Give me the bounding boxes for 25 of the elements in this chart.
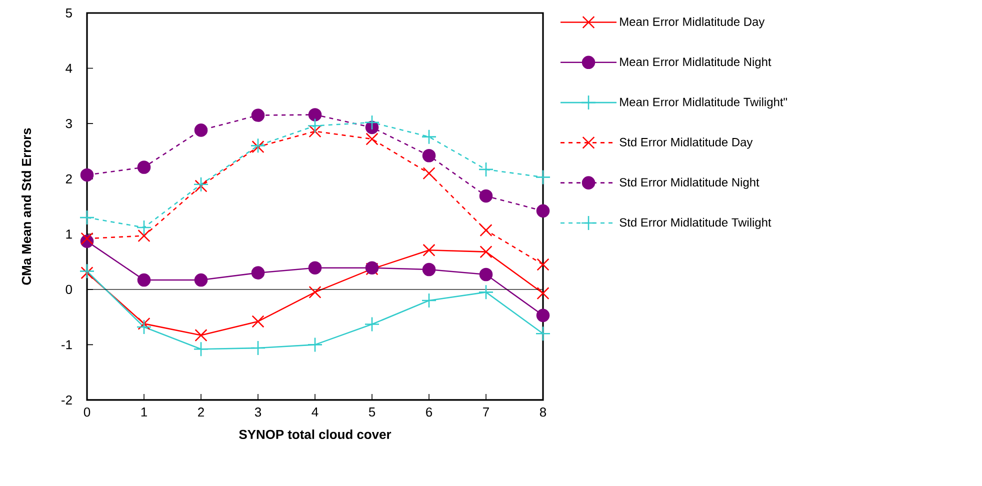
legend-label: Std Error Midlatitude Night [620,178,760,189]
legend-label: Mean Error Midlatitude Night [620,57,772,68]
legend-label: Std Error Midlatitude Twilight [620,218,772,230]
y-tick-label: 3 [66,118,72,128]
y-tick-label: 5 [66,8,72,18]
x-tick-label: 6 [426,408,432,417]
y-tick-label: 1 [66,230,72,239]
x-tick-label: 3 [254,408,262,417]
legend-label: Mean Error Midlatitude Twilight" [620,97,787,109]
y-tick-label: 2 [66,174,72,184]
x-tick-label: 8 [540,408,546,417]
y-tick-label: 0 [66,284,72,294]
legend-label: Mean Error Midlatitude Day [620,17,765,28]
y-axis-title: CMa Mean and Std Errors [22,128,32,285]
x-tick-label: 5 [368,408,376,417]
y-tick-label: -2 [62,395,72,405]
x-tick-label: 1 [141,408,147,416]
x-tick-label: 7 [483,408,489,416]
x-axis-title: SYNOP total cloud cover [239,430,392,440]
x-tick-label: 2 [198,408,204,417]
x-tick-label: 0 [84,408,90,417]
x-tick-label: 4 [312,408,318,416]
y-tick-label: 4 [66,64,72,73]
y-tick-label: -1 [62,340,72,350]
legend-label: Std Error Midlatitude Day [620,138,753,149]
